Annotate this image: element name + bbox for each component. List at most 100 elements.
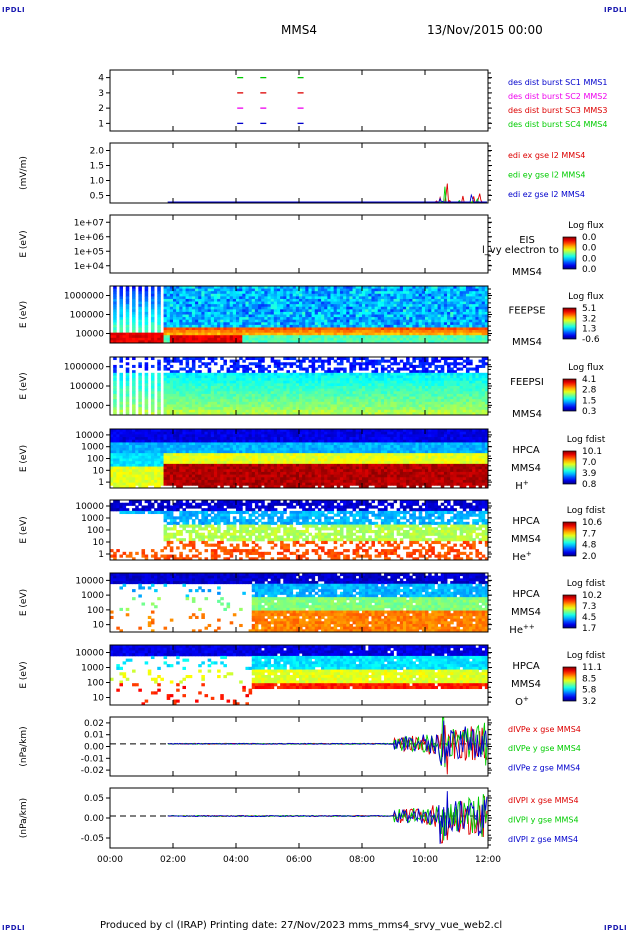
spectrogram-cell bbox=[472, 409, 476, 413]
spectrogram-cell bbox=[406, 286, 410, 289]
spectrogram-cell bbox=[185, 370, 190, 374]
spectrogram-cell bbox=[185, 407, 190, 411]
spectrogram-cell bbox=[481, 286, 486, 289]
spectrogram-cell bbox=[223, 291, 227, 295]
spectrogram-cell bbox=[339, 409, 344, 413]
spectrogram-cell bbox=[135, 335, 139, 339]
spectrogram-cell bbox=[421, 386, 426, 390]
spectrogram-cell bbox=[355, 380, 360, 384]
spectrogram-cell bbox=[283, 327, 287, 331]
spectrogram-cell bbox=[113, 309, 117, 313]
spectrogram-cell bbox=[472, 340, 476, 344]
spectrogram-cell bbox=[336, 288, 341, 292]
spectrogram-cell bbox=[456, 378, 461, 382]
spectrogram-cell bbox=[292, 404, 297, 408]
spectrogram-cell bbox=[286, 372, 290, 376]
spectrogram-cell bbox=[459, 388, 464, 392]
spectrogram-cell bbox=[434, 378, 438, 382]
spectrogram-cell bbox=[402, 306, 407, 310]
spectrogram-cell bbox=[321, 309, 325, 313]
spectrogram-cell bbox=[273, 306, 278, 310]
spectrogram-cell bbox=[157, 324, 161, 328]
spectrogram-cell bbox=[173, 293, 177, 297]
spectrogram-cell bbox=[276, 362, 281, 366]
spectrogram-cell bbox=[311, 359, 316, 363]
spectrogram-cell bbox=[226, 291, 231, 295]
spectrogram-cell bbox=[166, 401, 171, 405]
spectrogram-cell bbox=[447, 383, 451, 387]
spectrogram-cell bbox=[327, 378, 331, 382]
spectrogram-cell bbox=[402, 309, 407, 313]
spectrogram-cell bbox=[475, 330, 479, 334]
spectrogram-cell bbox=[226, 409, 231, 413]
spectrogram-cell bbox=[185, 288, 190, 292]
spectrogram-cell bbox=[169, 412, 174, 416]
spectrogram-cell bbox=[204, 337, 209, 341]
spectrogram-cell bbox=[428, 399, 432, 403]
spectrogram-cell bbox=[305, 286, 309, 289]
spectrogram-cell bbox=[343, 388, 347, 392]
spectrogram-cell bbox=[289, 409, 294, 413]
spectrogram-cell bbox=[169, 314, 174, 318]
spectrogram-cell bbox=[182, 304, 186, 308]
spectrogram-cell bbox=[343, 330, 347, 334]
spectrogram-cell bbox=[362, 380, 366, 384]
spectrogram-cell bbox=[450, 391, 454, 395]
spectrogram-cell bbox=[132, 337, 136, 341]
spectrogram-cell bbox=[270, 301, 275, 305]
spectrogram-cell bbox=[239, 357, 243, 361]
spectrogram-cell bbox=[236, 298, 240, 302]
spectrogram-cell bbox=[339, 309, 344, 313]
spectrogram-cell bbox=[459, 298, 464, 302]
spectrogram-cell bbox=[289, 401, 294, 405]
spectrogram-cell bbox=[254, 317, 259, 321]
spectrogram-cell bbox=[173, 388, 177, 392]
spectrogram-cell bbox=[125, 437, 130, 441]
spectrogram-cell bbox=[264, 386, 268, 390]
spectrogram-cell bbox=[280, 409, 284, 413]
spectrogram-cell bbox=[236, 288, 240, 292]
spectrogram-cell bbox=[157, 309, 161, 313]
spectrogram-cell bbox=[418, 409, 423, 413]
spectrogram-cell bbox=[213, 317, 218, 321]
spectrogram-cell bbox=[295, 364, 300, 368]
spectrogram-cell bbox=[204, 314, 209, 318]
spectrogram-cell bbox=[248, 322, 253, 326]
spectrogram-cell bbox=[352, 319, 357, 323]
spectrogram-cell bbox=[321, 293, 325, 297]
spectrogram-cell bbox=[273, 332, 278, 336]
spectrogram-cell bbox=[415, 391, 420, 395]
spectrogram-cell bbox=[317, 396, 322, 400]
spectrogram-cell bbox=[399, 340, 404, 344]
spectrogram-cell bbox=[484, 304, 489, 308]
spectrogram-cell bbox=[390, 324, 394, 328]
spectrogram-cell bbox=[336, 407, 341, 411]
spectrogram-cell bbox=[299, 291, 303, 295]
spectrogram-cell bbox=[440, 412, 445, 416]
spectrogram-cell bbox=[402, 380, 407, 384]
spectrogram-cell bbox=[217, 319, 221, 323]
spectrogram-cell bbox=[412, 335, 416, 339]
spectrogram-cell bbox=[210, 286, 215, 289]
spectrogram-cell bbox=[239, 337, 243, 341]
spectrogram-cell bbox=[308, 314, 312, 318]
spectrogram-cell bbox=[299, 311, 303, 315]
spectrogram-cell bbox=[276, 309, 281, 313]
spectrogram-cell bbox=[220, 324, 224, 328]
spectrogram-cell bbox=[365, 404, 369, 408]
spectrogram-cell bbox=[273, 362, 278, 366]
spectrogram-cell bbox=[355, 286, 360, 289]
spectrogram-cell bbox=[125, 463, 130, 467]
spectrogram-cell bbox=[150, 311, 155, 315]
spectrogram-cell bbox=[484, 293, 489, 297]
spectrogram-cell bbox=[299, 396, 303, 400]
spectrogram-cell bbox=[204, 380, 209, 384]
spectrogram-cell bbox=[270, 372, 275, 376]
spectrogram-cell bbox=[314, 407, 319, 411]
spectrogram-cell bbox=[380, 319, 385, 323]
spectrogram-cell bbox=[469, 314, 473, 318]
spectrogram-cell bbox=[324, 324, 328, 328]
spectrogram-cell bbox=[327, 288, 331, 292]
spectrogram-cell bbox=[229, 324, 234, 328]
spectrogram-cell bbox=[113, 332, 117, 336]
